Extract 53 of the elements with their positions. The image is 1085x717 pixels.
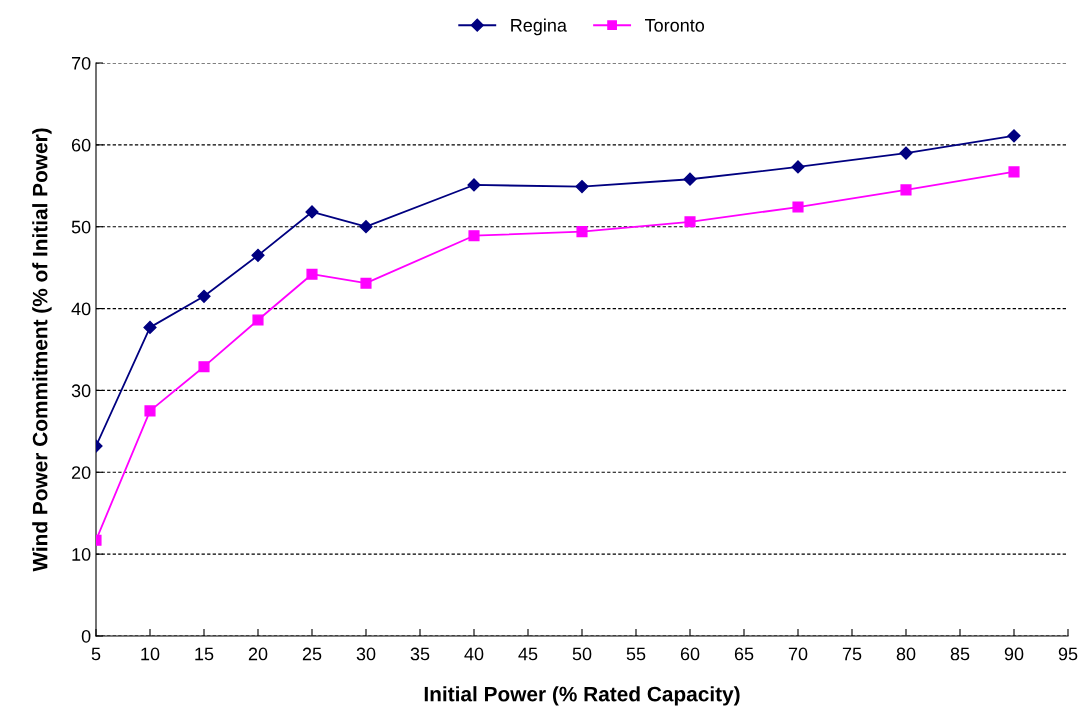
point bbox=[144, 405, 156, 417]
point bbox=[251, 248, 265, 262]
y-tick-label: 70 bbox=[71, 56, 91, 70]
x-tick-label: 5 bbox=[91, 647, 101, 661]
point bbox=[791, 160, 805, 174]
point bbox=[305, 205, 319, 219]
x-tick-label: 50 bbox=[572, 647, 592, 661]
point bbox=[198, 361, 210, 373]
x-tick-label: 25 bbox=[302, 647, 322, 661]
point bbox=[468, 230, 480, 242]
y-tick-label: 30 bbox=[71, 384, 91, 398]
x-tick-label: 80 bbox=[896, 647, 916, 661]
y-tick-label: 40 bbox=[71, 302, 91, 316]
x-tick-label: 65 bbox=[734, 647, 754, 661]
x-tick-label: 70 bbox=[788, 647, 808, 661]
point bbox=[683, 172, 697, 186]
y-tick-label: 10 bbox=[72, 548, 91, 561]
x-tick-label: 15 bbox=[195, 647, 214, 661]
x-tick-label: 35 bbox=[410, 647, 430, 661]
x-tick-label: 40 bbox=[464, 647, 484, 661]
y-tick-label: 60 bbox=[71, 138, 91, 152]
point bbox=[792, 201, 804, 213]
legend-label: Regina bbox=[511, 18, 567, 36]
x-tick-label: 95 bbox=[1058, 647, 1078, 661]
point bbox=[359, 220, 373, 234]
point bbox=[1007, 129, 1021, 143]
point bbox=[306, 268, 318, 280]
x-tick-label: 30 bbox=[356, 647, 376, 661]
y-tick-label: 50 bbox=[71, 220, 91, 234]
x-tick-label: 45 bbox=[518, 647, 538, 661]
point bbox=[900, 184, 912, 196]
point bbox=[197, 289, 211, 303]
point bbox=[360, 277, 372, 289]
point bbox=[252, 314, 264, 326]
point bbox=[143, 320, 157, 334]
x-tick-label: 90 bbox=[1004, 647, 1024, 661]
x-tick-label: 75 bbox=[842, 647, 862, 661]
point bbox=[684, 216, 696, 228]
x-tick-label: 10 bbox=[141, 647, 160, 661]
point bbox=[1008, 166, 1020, 178]
y-axis-title: Wind Power Commitment (% of Initial Power) bbox=[32, 128, 52, 572]
point bbox=[899, 146, 913, 160]
x-tick-label: 85 bbox=[950, 647, 970, 661]
x-tick-label: 60 bbox=[680, 647, 700, 661]
legend-label: Toronto bbox=[645, 19, 705, 32]
x-tick-label: 20 bbox=[248, 647, 268, 661]
y-tick-label: 0 bbox=[81, 629, 91, 643]
point bbox=[467, 178, 481, 192]
point bbox=[575, 180, 589, 194]
x-tick-label: 55 bbox=[626, 647, 646, 661]
x-axis-title: Initial Power (% Rated Capacity) bbox=[424, 686, 740, 706]
point bbox=[576, 226, 588, 238]
y-tick-label: 20 bbox=[71, 466, 91, 480]
